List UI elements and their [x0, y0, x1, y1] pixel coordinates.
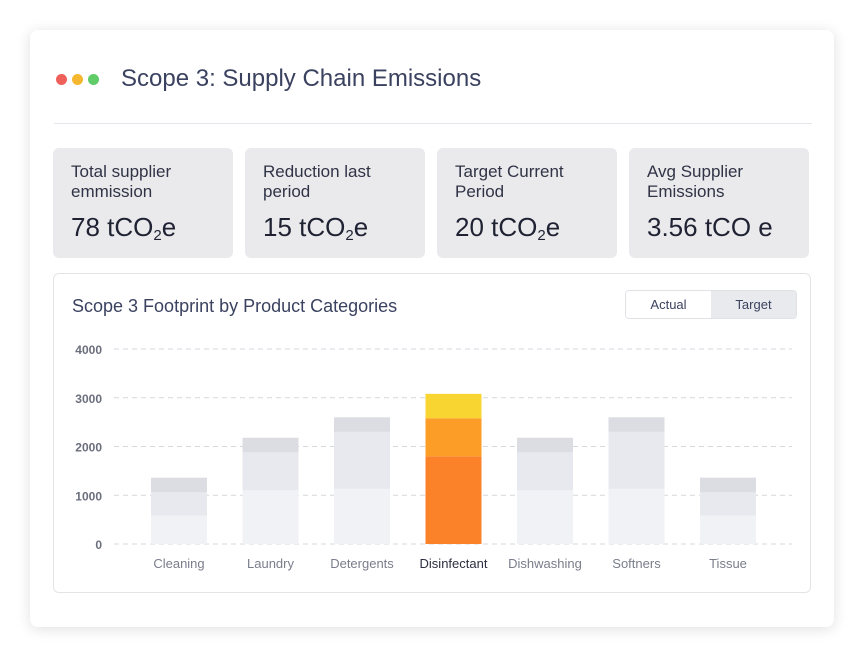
chart-title: Scope 3 Footprint by Product Categories: [72, 296, 398, 316]
bar-segment-detergents-0[interactable]: [334, 488, 390, 544]
maximize-dot-icon[interactable]: [88, 74, 99, 85]
bar-segment-laundry-1[interactable]: [242, 452, 299, 491]
bar-segment-dishwashing-1[interactable]: [517, 452, 573, 491]
x-tick-label-softners: Softners: [612, 556, 661, 571]
actual-target-toggle[interactable]: Actual Target: [625, 290, 797, 319]
bar-segment-tissue-2[interactable]: [700, 477, 756, 493]
bar-segment-dishwashing-0[interactable]: [517, 490, 573, 544]
kpi-card-avg-supplier-emissions: Avg Supplier Emissions 3.56 tCO e: [629, 148, 809, 258]
bar-segment-laundry-0[interactable]: [242, 490, 299, 544]
kpi-label: Total supplier emmission: [71, 162, 172, 201]
bar-segment-disinfectant-1[interactable]: [425, 418, 482, 457]
kpi-card-target-current-period: Target Current Period 20 tCO2e: [437, 148, 617, 258]
y-tick-label: 4000: [75, 343, 102, 357]
card-header: Scope 3: Supply Chain Emissions: [30, 30, 834, 126]
y-tick-label: 0: [95, 538, 102, 552]
bar-segment-cleaning-0[interactable]: [151, 515, 207, 544]
chart-panel: Scope 3 Footprint by Product Categories …: [53, 273, 811, 593]
bar-segment-tissue-1[interactable]: [700, 492, 756, 516]
x-tick-label-laundry: Laundry: [247, 556, 294, 571]
kpi-label: Reduction last period: [263, 162, 371, 201]
window-controls: [56, 74, 99, 85]
bar-segment-softners-1[interactable]: [608, 431, 665, 489]
y-tick-label: 2000: [75, 441, 102, 455]
bar-segment-detergents-1[interactable]: [334, 431, 390, 489]
x-tick-label-disinfectant: Disinfectant: [420, 556, 488, 571]
bar-segment-cleaning-2[interactable]: [151, 477, 207, 493]
kpi-card-total-supplier-emission: Total supplier emmission 78 tCO2e: [53, 148, 233, 258]
x-tick-label-cleaning: Cleaning: [153, 556, 204, 571]
header-divider: [54, 123, 812, 124]
toggle-actual-button[interactable]: Actual: [626, 291, 711, 318]
bar-segment-detergents-2[interactable]: [334, 417, 390, 432]
stacked-bar-chart: 0 1000 2000 3000 4000 Cleaning Laundry Detergen…: [75, 343, 792, 571]
bar-segment-disinfectant-2[interactable]: [425, 393, 482, 419]
kpi-label: Target Current Period: [455, 162, 564, 201]
x-tick-label-detergents: Detergents: [330, 556, 394, 571]
kpi-card-reduction-last-period: Reduction last period 15 tCO2e: [245, 148, 425, 258]
toggle-target-button[interactable]: Target: [711, 291, 796, 318]
x-tick-label-dishwashing: Dishwashing: [508, 556, 582, 571]
bar-segment-tissue-0[interactable]: [700, 515, 756, 544]
bar-segment-laundry-2[interactable]: [242, 437, 299, 453]
kpi-value: 15 tCO2e: [263, 212, 369, 244]
dashboard-card: Scope 3: Supply Chain Emissions Total su…: [30, 30, 834, 627]
bar-segment-cleaning-1[interactable]: [151, 492, 207, 516]
kpi-value: 20 tCO2e: [455, 212, 561, 244]
bar-segment-dishwashing-2[interactable]: [517, 437, 573, 453]
page-title: Scope 3: Supply Chain Emissions: [121, 65, 482, 92]
close-dot-icon[interactable]: [56, 74, 67, 85]
kpi-label: Avg Supplier Emissions: [647, 162, 744, 201]
kpi-value: 3.56 tCO e: [647, 212, 773, 242]
kpi-value: 78 tCO2e: [71, 212, 177, 244]
bar-segment-softners-0[interactable]: [608, 488, 665, 544]
x-tick-label-tissue: Tissue: [709, 556, 747, 571]
bar-segment-softners-2[interactable]: [608, 417, 665, 432]
bar-segment-disinfectant-0[interactable]: [425, 456, 482, 544]
minimize-dot-icon[interactable]: [72, 74, 83, 85]
y-tick-label: 1000: [75, 489, 102, 503]
y-tick-label: 3000: [75, 392, 102, 406]
